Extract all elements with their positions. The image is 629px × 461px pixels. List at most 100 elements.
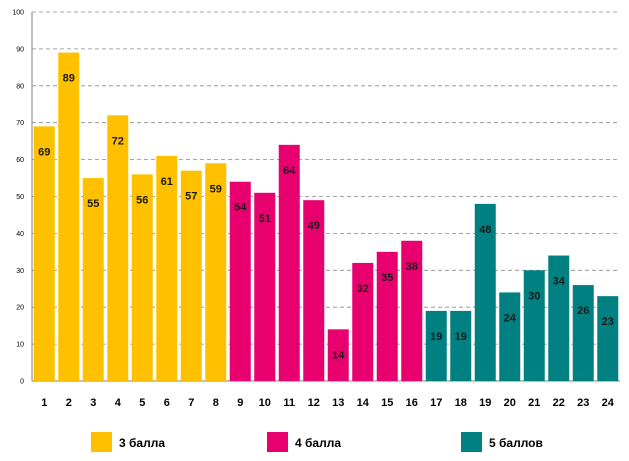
data-label-23: 26 (577, 305, 589, 317)
legend-label: 3 балла (119, 436, 165, 450)
data-label-19: 48 (479, 224, 491, 236)
data-label-9: 54 (234, 202, 247, 214)
data-label-3: 55 (87, 198, 99, 210)
x-tick-label-3: 3 (90, 397, 96, 409)
bar-18 (450, 310, 472, 381)
x-tick-label-5: 5 (139, 397, 145, 409)
bar-8 (205, 163, 227, 381)
legend: 3 балла 4 балла 5 баллов (91, 432, 543, 452)
y-tick-label: 90 (16, 46, 24, 53)
data-label-13: 14 (332, 349, 345, 361)
x-tick-label-16: 16 (406, 397, 418, 409)
legend-label: 5 баллов (489, 436, 543, 450)
bar-21 (523, 270, 545, 381)
x-tick-label-11: 11 (283, 397, 295, 409)
y-tick-label: 20 (16, 305, 24, 312)
data-label-16: 38 (406, 261, 418, 273)
bar-15 (376, 251, 398, 381)
bar-7 (180, 170, 202, 381)
x-tick-label-17: 17 (430, 397, 442, 409)
legend-item-3: 5 баллов (461, 432, 543, 452)
data-label-14: 32 (357, 283, 369, 295)
data-label-5: 56 (136, 194, 148, 206)
x-tick-label-7: 7 (188, 397, 194, 409)
data-label-21: 30 (528, 290, 540, 302)
legend-swatch (267, 432, 288, 452)
bar-19 (474, 203, 496, 381)
bar-22 (548, 255, 570, 381)
x-tick-label-1: 1 (41, 397, 47, 409)
data-label-15: 35 (381, 272, 393, 284)
x-tick-label-10: 10 (259, 397, 271, 409)
x-tick-label-24: 24 (602, 397, 615, 409)
legend-item-1: 3 балла (91, 432, 165, 452)
x-tick-label-22: 22 (553, 397, 565, 409)
bar-3 (82, 178, 104, 381)
bar-12 (303, 200, 325, 381)
data-label-4: 72 (112, 135, 124, 147)
bar-16 (401, 240, 423, 381)
x-tick-label-6: 6 (164, 397, 170, 409)
y-tick-label: 60 (16, 157, 24, 164)
x-tick-label-2: 2 (66, 397, 72, 409)
y-tick-label: 10 (16, 342, 24, 349)
x-tick-label-14: 14 (357, 397, 370, 409)
legend-swatch (91, 432, 112, 452)
x-tick-label-13: 13 (332, 397, 344, 409)
bar-23 (572, 285, 594, 381)
axes (31, 12, 620, 382)
y-tick-label: 0 (20, 379, 24, 386)
data-label-11: 64 (283, 165, 296, 177)
legend-item-2: 4 балла (267, 432, 341, 452)
x-tick-label-21: 21 (528, 397, 540, 409)
x-tick-label-12: 12 (308, 397, 320, 409)
y-tick-label: 30 (16, 268, 24, 275)
y-tick-labels: 0 10 20 30 40 50 60 70 80 90 100 (12, 10, 24, 386)
x-tick-label-19: 19 (479, 397, 491, 409)
y-tick-label: 80 (16, 83, 24, 90)
data-label-17: 19 (430, 331, 442, 343)
x-tick-label-23: 23 (577, 397, 589, 409)
bar-6 (156, 155, 178, 381)
data-label-22: 34 (553, 276, 566, 288)
data-label-24: 23 (602, 316, 614, 328)
data-label-20: 24 (504, 312, 517, 324)
x-tick-labels: 1 2 3 4 5 6 7 8 9 10 11 12 13 14 15 16 17 18 19 20 21 22 23 24 (41, 397, 615, 409)
bar-9 (229, 181, 251, 381)
bar-24 (597, 296, 619, 381)
bar-14 (352, 262, 374, 381)
data-label-7: 57 (185, 191, 197, 203)
bar-11 (278, 144, 300, 381)
x-tick-label-8: 8 (213, 397, 219, 409)
data-label-1: 69 (38, 146, 50, 158)
x-tick-label-9: 9 (237, 397, 243, 409)
grid-lines (32, 11, 620, 345)
bar-1 (33, 126, 55, 381)
bar-2 (58, 52, 80, 382)
bar-4 (107, 115, 129, 381)
data-label-10: 51 (259, 213, 271, 225)
x-tick-label-20: 20 (504, 397, 516, 409)
x-tick-label-15: 15 (381, 397, 393, 409)
bar-17 (425, 310, 447, 381)
data-label-6: 61 (161, 176, 173, 188)
legend-swatch (461, 432, 482, 452)
bar-10 (254, 192, 276, 381)
bar-20 (499, 292, 521, 381)
legend-label: 4 балла (295, 436, 341, 450)
bars (33, 52, 619, 382)
data-label-2: 89 (63, 73, 75, 85)
data-labels: 69 89 55 72 56 61 57 59 54 51 64 49 14 32 35 38 19 19 48 24… (38, 73, 614, 362)
y-tick-label: 50 (16, 194, 24, 201)
bar-5 (131, 174, 153, 381)
data-label-12: 49 (308, 220, 320, 232)
y-tick-label: 40 (16, 231, 24, 238)
bar-13 (327, 329, 349, 381)
data-label-8: 59 (210, 183, 222, 195)
x-tick-label-4: 4 (115, 397, 122, 409)
y-tick-label: 70 (16, 120, 24, 127)
data-label-18: 19 (455, 331, 467, 343)
x-tick-label-18: 18 (455, 397, 467, 409)
y-tick-label: 100 (12, 10, 24, 17)
